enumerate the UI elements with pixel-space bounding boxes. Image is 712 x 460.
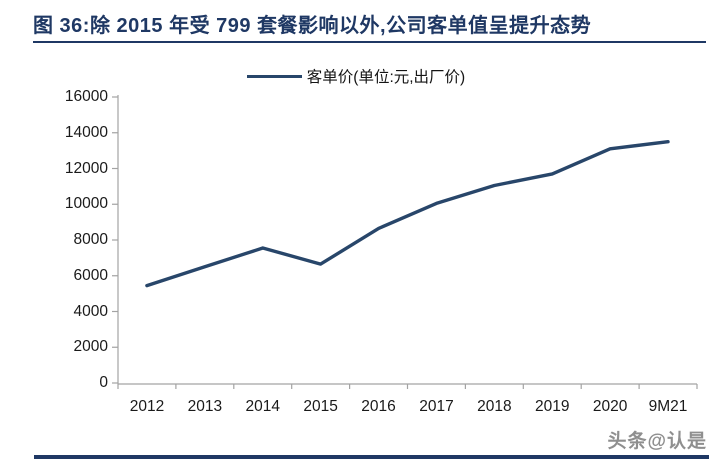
bottom-rule	[34, 455, 709, 459]
x-tick-label: 2015	[303, 398, 338, 415]
figure-title: 图 36:除 2015 年受 799 套餐影响以外,公司客单值呈提升态势	[33, 15, 592, 37]
x-tick-label: 2014	[245, 398, 280, 415]
y-tick-label: 12000	[64, 159, 108, 177]
x-tick-label: 2018	[477, 398, 512, 415]
title-underline	[33, 41, 706, 43]
watermark: 头条@认是	[607, 431, 707, 452]
y-tick-label: 14000	[64, 123, 108, 141]
y-tick-label: 10000	[64, 195, 108, 213]
legend-label: 客单价(单位:元,出厂价)	[306, 69, 466, 86]
y-tick-label: 2000	[73, 338, 108, 356]
x-tick-label: 2019	[535, 398, 570, 415]
y-tick-label: 0	[99, 374, 108, 391]
x-tick-label: 9M21	[648, 398, 688, 415]
y-tick-label: 6000	[73, 266, 108, 284]
series-line	[145, 139, 670, 288]
x-tick-label: 2012	[129, 398, 165, 415]
y-tick-label: 16000	[64, 88, 108, 105]
y-tick-label: 4000	[73, 302, 108, 320]
chart-legend: 客单价(单位:元,出厂价)	[0, 66, 712, 86]
x-tick-label: 2020	[592, 398, 628, 415]
legend-line-marker-icon	[246, 74, 302, 78]
x-tick-label: 2017	[419, 398, 454, 415]
x-tick-label: 2013	[187, 398, 223, 415]
x-tick-label: 2016	[361, 398, 396, 415]
y-tick-label: 8000	[73, 231, 108, 248]
